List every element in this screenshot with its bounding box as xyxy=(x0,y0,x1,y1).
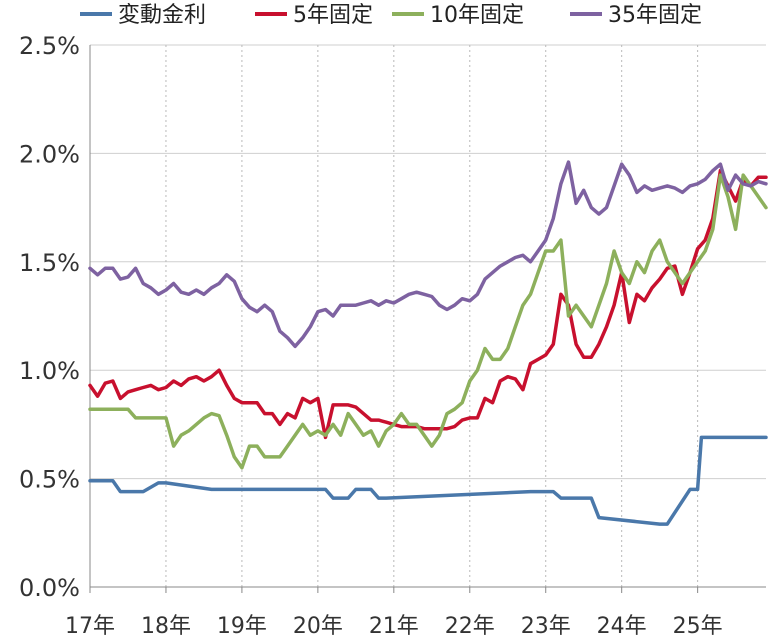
legend-label: 35年固定 xyxy=(608,3,702,28)
series-line-2 xyxy=(88,168,768,440)
y-tick-label: 1.0% xyxy=(19,357,80,385)
legend-label: 変動金利 xyxy=(118,3,206,28)
series-line-1 xyxy=(88,435,768,526)
y-tick-label: 1.5% xyxy=(19,249,80,277)
series-lines xyxy=(88,160,768,526)
axes: 0.0% 0.5% 1.0% 1.5% 2.0% 2.5% 17年 18年 19年 20年 21年 2… xyxy=(19,32,766,637)
x-tick-label: 17年 xyxy=(65,614,115,637)
series-line-3 xyxy=(88,173,768,470)
legend-label: 5年固定 xyxy=(293,3,373,28)
x-tick-label: 24年 xyxy=(597,614,647,637)
x-tick-label: 23年 xyxy=(521,614,571,637)
x-tick-label: 18年 xyxy=(141,614,191,637)
legend-label: 10年固定 xyxy=(430,3,524,28)
x-tick-label: 20年 xyxy=(293,614,343,637)
x-tick-label: 19年 xyxy=(217,614,267,637)
grid-lines xyxy=(90,44,766,588)
y-tick-label: 0.0% xyxy=(19,574,80,602)
x-tick-label: 21年 xyxy=(369,614,419,637)
legend: 変動金利 5年固定 10年固定 35年固定 xyxy=(80,3,702,28)
y-tick-label: 0.5% xyxy=(19,466,80,494)
y-tick-label: 2.0% xyxy=(19,140,80,168)
y-tick-label: 2.5% xyxy=(19,32,80,60)
series-line-4 xyxy=(88,160,768,349)
x-tick-label: 22年 xyxy=(445,614,495,637)
x-tick-label: 25年 xyxy=(673,614,723,637)
